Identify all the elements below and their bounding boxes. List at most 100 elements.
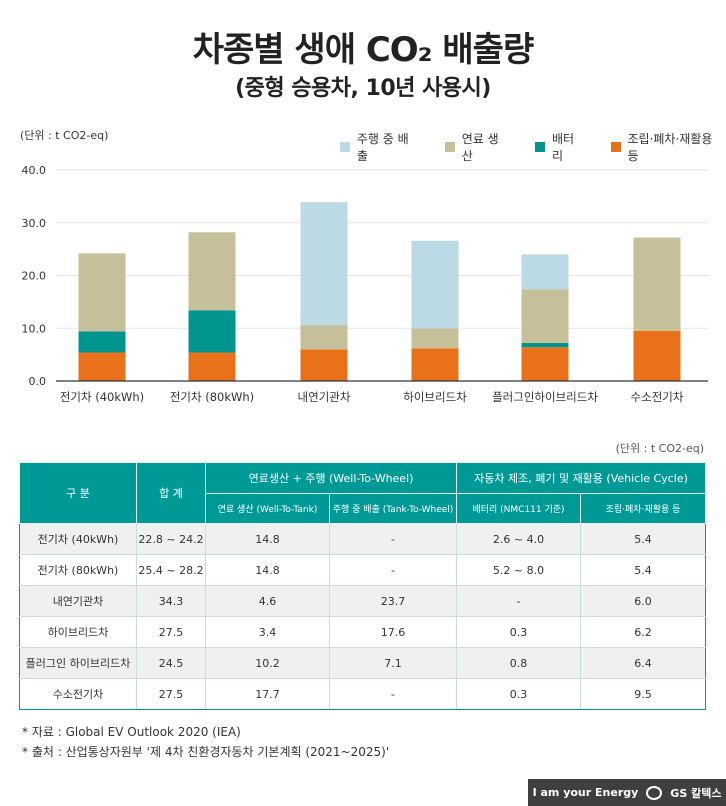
header-vehicle-cycle: 자동차 제조, 폐기 및 재활용 (Vehicle Cycle) (456, 462, 707, 494)
x-tick-label: 내연기관차 (298, 390, 351, 404)
cell-total: 24.5 (136, 647, 206, 679)
bar-segment (78, 352, 126, 381)
cell-driving: 7.1 (328, 647, 458, 679)
cell-fuel: 3.4 (205, 616, 330, 648)
cell-assembly: 6.4 (580, 647, 707, 679)
legend-swatch (444, 142, 455, 152)
bar-segment (521, 289, 569, 344)
cell-driving: - (328, 678, 458, 710)
cell-total: 27.5 (136, 678, 206, 710)
y-tick-label: 30.0 (22, 217, 47, 230)
table-unit-label: (단위 : t CO2-eq) (615, 442, 704, 455)
bar-segment (300, 349, 348, 381)
cell-battery: 5.2 ~ 8.0 (456, 554, 582, 586)
table-row: 하이브리드차 27.5 3.4 17.6 0.3 6.2 (19, 616, 707, 648)
legend-label: 조립·폐차·재활용 등 (627, 132, 713, 163)
header-total: 합 계 (136, 462, 206, 524)
legend-label: 연료 생산 (461, 132, 499, 163)
footnote-origin: * 출처 : 산업통상자원부 '제 4차 친환경자동차 기본계획 (2021~2… (22, 745, 390, 759)
page-subtitle: (중형 승용차, 10년 사용시) (235, 76, 491, 101)
bar-segment (521, 347, 569, 381)
y-tick-label: 0.0 (29, 375, 47, 388)
y-tick-label: 40.0 (22, 164, 47, 177)
cell-vehicle: 수소전기차 (19, 678, 137, 710)
cell-fuel: 14.8 (205, 523, 330, 555)
x-tick-label: 플러그인하이브리드차 (492, 390, 598, 404)
x-tick-label: 하이브리드차 (403, 390, 467, 404)
cell-vehicle: 플러그인 하이브리드차 (19, 647, 137, 679)
legend-label: 배터리 (551, 132, 575, 163)
bar-segment (411, 328, 459, 349)
header-battery: 배터리 (NMC111 기준) (456, 493, 582, 524)
bar-segment (521, 254, 569, 290)
cell-fuel: 10.2 (205, 647, 330, 679)
cell-total: 22.8 ~ 24.2 (136, 523, 206, 555)
cell-assembly: 5.4 (580, 554, 707, 586)
stacked-bar-chart: 0.0 10.0 20.0 30.0 40.0 전기차 (40kWh) 전기차 (80kWh… (22, 164, 708, 404)
cell-assembly: 6.0 (580, 585, 707, 617)
bar-segment (300, 325, 348, 350)
x-tick-label: 전기차 (40kWh) (60, 390, 144, 404)
x-tick-label: 수소전기차 (631, 390, 684, 404)
cell-vehicle: 전기차 (80kWh) (19, 554, 137, 586)
bar-segment (411, 348, 459, 381)
header-category: 구 분 (19, 462, 137, 524)
bar-segment (78, 253, 126, 332)
bar-segment (300, 202, 348, 326)
cell-battery: 2.6 ~ 4.0 (456, 523, 582, 555)
cell-total: 27.5 (136, 616, 206, 648)
brand-footer: I am your Energy GS 칼텍스 (528, 779, 726, 806)
chart-legend: 주행 중 배출 연료 생산 배터리 조립·폐차·재활용 등 (340, 130, 726, 164)
cell-vehicle: 전기차 (40kWh) (19, 523, 137, 555)
legend-item-assembly: 조립·폐차·재활용 등 (610, 130, 726, 164)
table-row: 전기차 (40kWh) 22.8 ~ 24.2 14.8 - 2.6 ~ 4.0… (19, 523, 707, 555)
chart-unit-label: (단위 : t CO2-eq) (20, 129, 109, 142)
table-row: 내연기관차 34.3 4.6 23.7 - 6.0 (19, 585, 707, 617)
page-title: 차종별 생애 CO₂ 배출량 (192, 30, 535, 70)
table-row: 수소전기차 27.5 17.7 - 0.3 9.5 (19, 678, 707, 710)
cell-total: 25.4 ~ 28.2 (136, 554, 206, 586)
footer-brand: GS 칼텍스 (670, 786, 722, 800)
table-row: 전기차 (80kWh) 25.4 ~ 28.2 14.8 - 5.2 ~ 8.0… (19, 554, 707, 586)
legend-item-battery: 배터리 (535, 130, 585, 164)
legend-swatch (340, 142, 350, 152)
emissions-table: 구 분 합 계 연료생산 + 주행 (Well-To-Wheel) 자동차 제조… (19, 462, 707, 710)
cell-driving: - (328, 523, 458, 555)
footnote-source: * 자료 : Global EV Outlook 2020 (IEA) (22, 725, 241, 739)
cell-assembly: 6.2 (580, 616, 707, 648)
footnotes: * 자료 : Global EV Outlook 2020 (IEA) * 출처… (22, 722, 389, 762)
cell-battery: - (456, 585, 582, 617)
cell-fuel: 17.7 (205, 678, 330, 710)
bar-segment (78, 331, 126, 353)
cell-driving: 17.6 (328, 616, 458, 648)
legend-swatch (610, 142, 621, 152)
cell-driving: 23.7 (328, 585, 458, 617)
cell-vehicle: 내연기관차 (19, 585, 137, 617)
cell-fuel: 4.6 (205, 585, 330, 617)
footer-tagline: I am your Energy (532, 786, 639, 799)
y-tick-label: 10.0 (22, 322, 47, 335)
legend-item-driving: 주행 중 배출 (340, 130, 419, 164)
cell-driving: - (328, 554, 458, 586)
cell-total: 34.3 (136, 585, 206, 617)
cell-battery: 0.3 (456, 678, 582, 710)
header-well-to-tank: 연료 생산 (Well-To-Tank) (205, 493, 330, 524)
header-tank-to-wheel: 주행 중 배출 (Tank-To-Wheel) (328, 493, 458, 524)
x-tick-label: 전기차 (80kWh) (170, 390, 254, 404)
bar-segment (521, 343, 569, 348)
gs-logo-icon (646, 785, 663, 800)
legend-label: 주행 중 배출 (356, 132, 409, 163)
cell-assembly: 9.5 (580, 678, 707, 710)
cell-assembly: 5.4 (580, 523, 707, 555)
bar-segment (188, 310, 236, 353)
bar-segment (411, 240, 459, 329)
header-well-to-wheel: 연료생산 + 주행 (Well-To-Wheel) (204, 462, 458, 494)
header-assembly: 조립·폐차·재활용 등 (580, 493, 707, 524)
y-tick-label: 20.0 (22, 270, 47, 283)
bar-segment (633, 330, 681, 381)
legend-swatch (535, 142, 545, 152)
bar-segment (188, 232, 236, 311)
cell-fuel: 14.8 (205, 554, 330, 586)
bar-segment (188, 352, 236, 381)
cell-battery: 0.3 (456, 616, 582, 648)
